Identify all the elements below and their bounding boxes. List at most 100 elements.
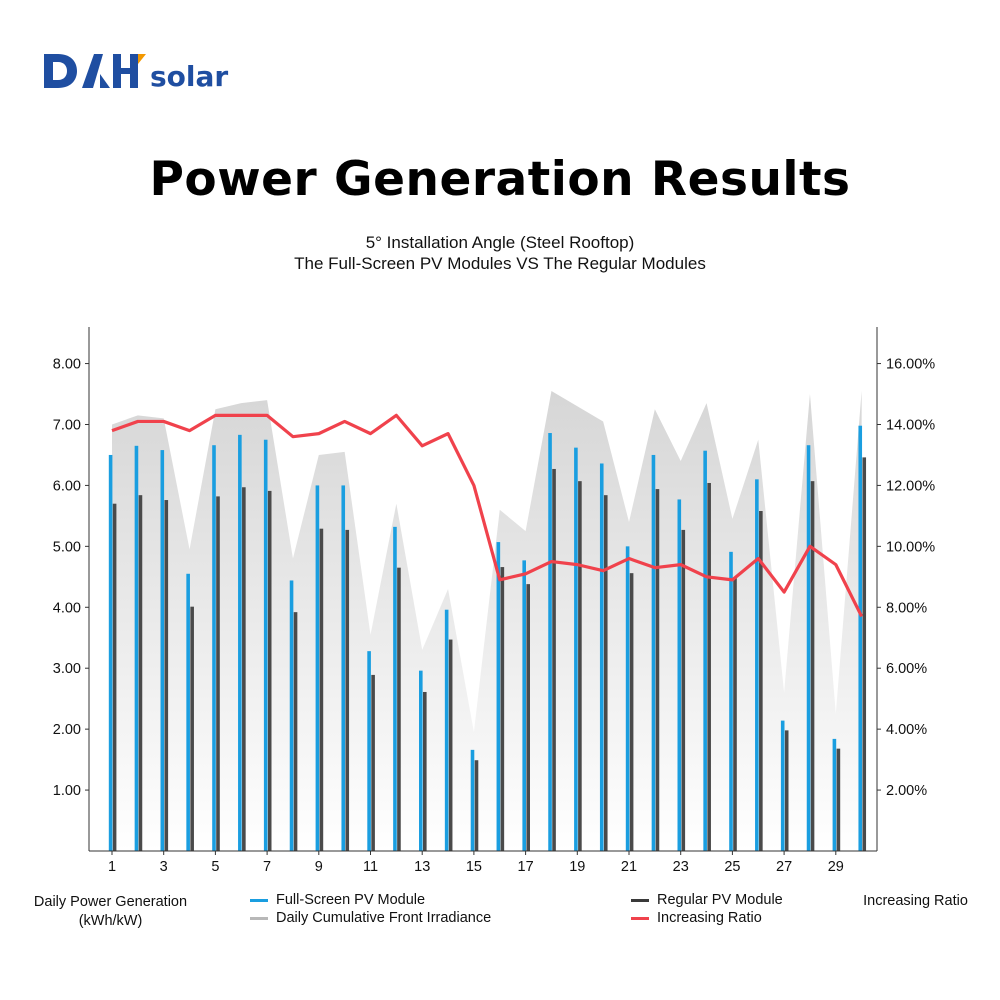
x-tick-label: 25 xyxy=(724,859,740,875)
bar-full-screen xyxy=(832,738,837,851)
bar-full-screen xyxy=(729,551,733,851)
left-tick-label: 1.00 xyxy=(53,783,81,799)
bar-full-screen xyxy=(393,526,397,851)
legend-item-full-screen: Full-Screen PV Module xyxy=(250,891,425,909)
bar-full-screen xyxy=(341,485,346,851)
bar-full-screen xyxy=(780,720,785,851)
bar-full-screen xyxy=(108,454,113,851)
bar-full-screen xyxy=(677,499,682,851)
page-title: Power Generation Results xyxy=(149,152,851,207)
x-tick-label: 23 xyxy=(673,859,689,875)
legend-swatch-regular xyxy=(631,898,649,902)
bar-full-screen xyxy=(134,445,139,851)
bar-regular xyxy=(397,567,401,851)
bar-regular xyxy=(552,468,556,851)
dah-solar-logo: solar xyxy=(44,54,228,93)
x-tick-label: 5 xyxy=(211,859,219,875)
x-tick-label: 21 xyxy=(621,859,637,875)
irradiance-area xyxy=(112,390,862,851)
legend-swatch-irradiance xyxy=(250,916,268,920)
bar-regular xyxy=(526,584,530,851)
x-tick-label: 11 xyxy=(363,859,378,875)
bar-regular xyxy=(319,528,324,851)
left-tick-label: 8.00 xyxy=(53,357,81,373)
legend-item-irradiance: Daily Cumulative Front Irradiance xyxy=(250,909,491,927)
bar-regular xyxy=(707,482,711,851)
right-tick-label: 4.00% xyxy=(886,722,927,738)
right-tick-label: 10.00% xyxy=(886,539,935,555)
x-tick-label: 17 xyxy=(518,859,534,875)
bar-full-screen xyxy=(806,445,811,851)
bar-full-screen xyxy=(160,450,165,851)
bar-full-screen xyxy=(444,609,449,851)
x-tick-label: 13 xyxy=(414,859,430,875)
chart-subtitle-angle: 5° Installation Angle (Steel Rooftop) xyxy=(365,233,635,252)
left-axis-label: Daily Power Generation (kWh/kW) xyxy=(18,893,203,931)
bar-full-screen xyxy=(548,433,552,851)
bar-regular xyxy=(810,481,815,851)
x-tick-label: 7 xyxy=(263,859,271,875)
legend-swatch-ratio xyxy=(631,916,649,920)
legend-label-irradiance: Daily Cumulative Front Irradiance xyxy=(276,910,492,926)
bar-regular xyxy=(578,481,582,851)
bar-regular xyxy=(862,457,867,851)
x-tick-label: 15 xyxy=(466,859,482,875)
x-tick-label: 9 xyxy=(315,859,323,875)
right-tick-label: 8.00% xyxy=(886,600,927,616)
bar-full-screen xyxy=(625,546,630,851)
bar-regular xyxy=(655,489,660,851)
bar-full-screen xyxy=(289,580,294,851)
bar-regular xyxy=(190,606,194,851)
left-axis-label-line1: Daily Power Generation xyxy=(33,894,188,910)
bar-regular xyxy=(216,496,220,851)
left-tick-label: 2.00 xyxy=(53,722,81,738)
left-axis-label-line2: (kWh/kW) xyxy=(78,913,143,929)
right-tick-label: 12.00% xyxy=(886,478,935,494)
increasing-ratio-line xyxy=(111,413,864,618)
bar-full-screen xyxy=(574,447,578,851)
right-tick-label: 14.00% xyxy=(886,417,935,433)
x-tick-label: 29 xyxy=(828,859,844,875)
bar-full-screen xyxy=(263,439,268,851)
bar-regular xyxy=(500,567,505,851)
bar-full-screen xyxy=(651,454,656,851)
right-tick-label: 6.00% xyxy=(886,661,927,677)
bar-regular xyxy=(293,612,298,851)
chart-subtitle-comparison: The Full-Screen PV Modules VS The Regula… xyxy=(294,254,706,273)
bar-regular xyxy=(836,748,841,851)
bar-full-screen xyxy=(238,434,242,851)
left-tick-label: 7.00 xyxy=(53,417,81,433)
legend-label-full-screen: Full-Screen PV Module xyxy=(276,892,426,908)
bar-full-screen xyxy=(315,485,320,851)
bar-regular xyxy=(138,495,143,851)
right-tick-label: 2.00% xyxy=(886,783,927,799)
bar-full-screen xyxy=(703,450,707,851)
bar-full-screen xyxy=(367,651,371,851)
left-tick-label: 4.00 xyxy=(53,600,81,616)
bar-regular xyxy=(603,495,608,851)
left-tick-label: 6.00 xyxy=(53,478,81,494)
bar-regular xyxy=(681,529,686,851)
bar-regular xyxy=(164,500,169,851)
bar-regular xyxy=(733,577,737,851)
bar-regular xyxy=(629,573,634,851)
bar-full-screen xyxy=(419,670,423,851)
x-tick-label: 27 xyxy=(776,859,792,875)
x-tick-label: 19 xyxy=(569,859,585,875)
bar-regular xyxy=(371,674,375,851)
bar-regular xyxy=(423,691,427,851)
bar-full-screen xyxy=(212,445,216,851)
bar-full-screen xyxy=(496,542,501,851)
legend-label-ratio: Increasing Ratio xyxy=(657,910,762,926)
legend-item-ratio: Increasing Ratio xyxy=(631,909,762,927)
bar-full-screen xyxy=(599,463,604,851)
bar-full-screen xyxy=(186,573,190,851)
right-axis-label: Increasing Ratio xyxy=(863,893,968,909)
x-tick-label: 1 xyxy=(108,859,116,875)
bar-full-screen xyxy=(755,479,759,851)
legend-label-regular: Regular PV Module xyxy=(657,892,783,908)
bar-regular xyxy=(345,529,350,851)
bar-regular xyxy=(112,503,117,851)
bar-full-screen xyxy=(522,560,526,851)
